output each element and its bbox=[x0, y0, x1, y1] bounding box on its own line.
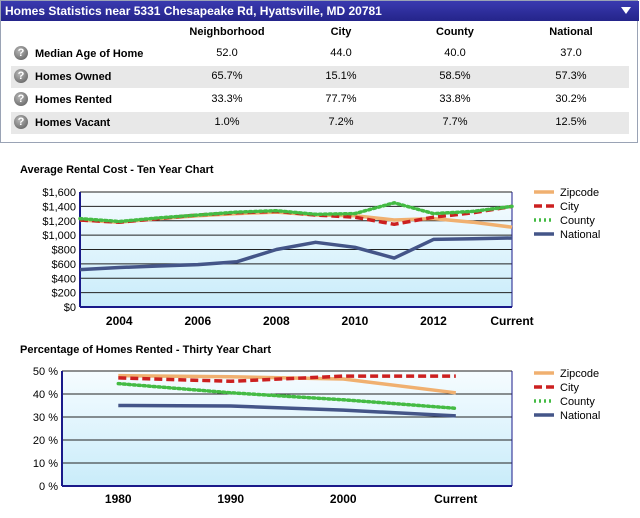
legend-label-city: City bbox=[560, 382, 579, 394]
row-label: Median Age of Home bbox=[35, 48, 144, 60]
legend-label-national: National bbox=[560, 229, 600, 241]
stats-row-homes-vacant: ? Homes Vacant 1.0% 7.2% 7.7% 12.5% bbox=[11, 112, 629, 134]
help-question-icon[interactable]: ? bbox=[14, 69, 28, 83]
y-tick-label: $200 bbox=[52, 288, 76, 300]
stats-row-homes-rented: ? Homes Rented 33.3% 77.7% 33.8% 30.2% bbox=[11, 89, 629, 111]
help-question-icon[interactable]: ? bbox=[14, 115, 28, 129]
series-line-county bbox=[78, 201, 514, 224]
stats-row-median-age: ? Median Age of Home 52.0 44.0 40.0 37.0 bbox=[11, 43, 629, 65]
series-line-county bbox=[116, 381, 458, 411]
series-line-city bbox=[118, 374, 456, 384]
y-tick-label: 50 % bbox=[33, 366, 58, 378]
x-tick-label: Current bbox=[434, 492, 477, 506]
stats-row-homes-owned: ? Homes Owned 65.7% 15.1% 58.5% 57.3% bbox=[11, 66, 629, 88]
x-tick-label: 1990 bbox=[217, 492, 244, 506]
cell-county: 58.5% bbox=[439, 70, 471, 82]
plot-area bbox=[62, 371, 512, 486]
legend-label-county: County bbox=[560, 215, 595, 227]
cell-county: 33.8% bbox=[439, 93, 471, 105]
y-tick-label: $400 bbox=[52, 273, 76, 285]
help-question-icon[interactable]: ? bbox=[14, 92, 28, 106]
row-label: Homes Rented bbox=[35, 94, 113, 106]
y-tick-label: 30 % bbox=[33, 412, 58, 424]
x-tick-label: 1980 bbox=[105, 492, 132, 506]
legend-label-zipcode: Zipcode bbox=[560, 368, 599, 380]
collapse-arrow-icon[interactable] bbox=[621, 7, 631, 14]
row-label: Homes Vacant bbox=[35, 117, 111, 129]
rental-cost-chart: $0 $200 $400 $600 $800 $1,000 $1,200 $1,400 $1,6… bbox=[42, 187, 600, 328]
cell-city: 7.2% bbox=[328, 116, 354, 128]
x-tick-label: Current bbox=[490, 314, 533, 328]
cell-national: 57.3% bbox=[555, 70, 587, 82]
legend-label-national: National bbox=[560, 410, 600, 422]
stats-header: Homes Statistics near 5331 Chesapeake Rd… bbox=[1, 1, 639, 21]
y-tick-label: $1,400 bbox=[42, 201, 76, 213]
rented-percentage-chart-title: Percentage of Homes Rented - Thirty Year… bbox=[20, 344, 272, 356]
cell-neighborhood: 33.3% bbox=[211, 93, 243, 105]
x-tick-label: 2008 bbox=[263, 314, 290, 328]
legend-label-zipcode: Zipcode bbox=[560, 187, 599, 199]
series-line-national bbox=[79, 236, 513, 272]
stats-title: Homes Statistics near 5331 Chesapeake Rd… bbox=[5, 4, 382, 18]
cell-city: 44.0 bbox=[330, 47, 352, 59]
y-tick-label: 40 % bbox=[33, 389, 58, 401]
cell-county: 40.0 bbox=[444, 47, 466, 59]
cell-city: 77.7% bbox=[325, 93, 357, 105]
rental-cost-chart-title: Average Rental Cost - Ten Year Chart bbox=[20, 164, 214, 176]
column-header-national: National bbox=[549, 26, 593, 38]
y-tick-label: $1,600 bbox=[42, 187, 76, 199]
x-tick-label: 2012 bbox=[420, 314, 447, 328]
y-tick-label: $800 bbox=[52, 245, 76, 257]
y-tick-label: $1,000 bbox=[42, 230, 76, 242]
y-tick-label: 0 % bbox=[39, 481, 58, 493]
column-header-neighborhood: Neighborhood bbox=[189, 26, 265, 38]
cell-county: 7.7% bbox=[442, 116, 468, 128]
stats-panel: Homes Statistics near 5331 Chesapeake Rd… bbox=[0, 0, 639, 143]
column-header-county: County bbox=[436, 26, 474, 38]
y-tick-label: $0 bbox=[64, 302, 76, 314]
y-tick-label: $600 bbox=[52, 259, 76, 271]
cell-city: 15.1% bbox=[325, 70, 357, 82]
legend-label-city: City bbox=[560, 201, 579, 213]
cell-national: 37.0 bbox=[560, 47, 582, 59]
cell-national: 30.2% bbox=[555, 93, 587, 105]
help-question-icon[interactable]: ? bbox=[14, 46, 28, 60]
cell-neighborhood: 1.0% bbox=[214, 116, 240, 128]
x-tick-label: 2000 bbox=[330, 492, 357, 506]
y-tick-label: 10 % bbox=[33, 458, 58, 470]
legend-label-county: County bbox=[560, 396, 595, 408]
x-tick-label: 2004 bbox=[106, 314, 133, 328]
rented-percentage-chart: 0 % 10 % 20 % 30 % 40 % 50 % 1980 1990 2000 Curre… bbox=[33, 366, 600, 506]
row-label: Homes Owned bbox=[35, 71, 112, 83]
x-tick-label: 2010 bbox=[342, 314, 369, 328]
cell-national: 12.5% bbox=[555, 116, 587, 128]
column-header-city: City bbox=[330, 26, 352, 38]
y-tick-label: $1,200 bbox=[42, 216, 76, 228]
x-tick-label: 2006 bbox=[184, 314, 211, 328]
cell-neighborhood: 52.0 bbox=[216, 47, 238, 59]
cell-neighborhood: 65.7% bbox=[211, 70, 243, 82]
y-tick-label: 20 % bbox=[33, 435, 58, 447]
series-line-national bbox=[118, 403, 456, 418]
